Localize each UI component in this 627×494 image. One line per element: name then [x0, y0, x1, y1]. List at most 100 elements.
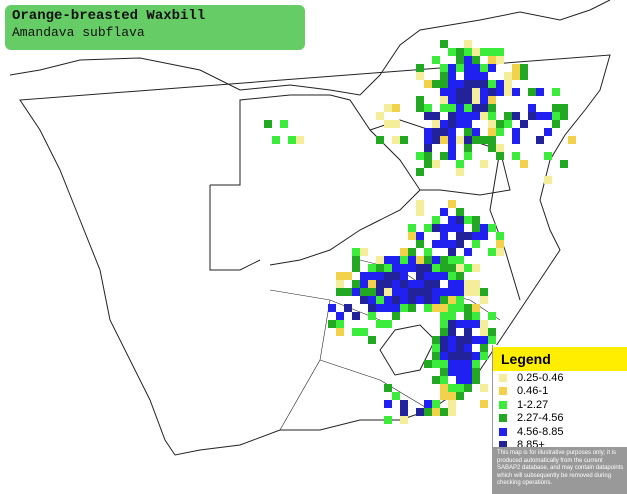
record-cell: [448, 224, 456, 232]
record-cell: [288, 136, 296, 144]
record-cell: [440, 368, 448, 376]
record-cell: [352, 328, 360, 336]
record-cell: [488, 120, 496, 128]
record-cell: [440, 256, 448, 264]
record-cell: [336, 280, 344, 288]
record-cell: [448, 104, 456, 112]
record-cell: [392, 312, 400, 320]
record-cell: [512, 112, 520, 120]
record-cell: [448, 112, 456, 120]
record-cell: [432, 376, 440, 384]
record-cell: [432, 160, 440, 168]
legend-label: 1-2.27: [517, 398, 549, 411]
record-cell: [448, 280, 456, 288]
record-cell: [472, 56, 480, 64]
record-cell: [440, 408, 448, 416]
record-cell: [464, 136, 472, 144]
record-cell: [560, 160, 568, 168]
record-cell: [456, 384, 464, 392]
record-cell: [456, 120, 464, 128]
record-cell: [440, 272, 448, 280]
record-cell: [408, 248, 416, 256]
record-cell: [520, 72, 528, 80]
record-cell: [528, 104, 536, 112]
record-cell: [520, 64, 528, 72]
record-cell: [552, 104, 560, 112]
record-cell: [368, 272, 376, 280]
record-cell: [432, 272, 440, 280]
record-cell: [552, 112, 560, 120]
record-cell: [424, 288, 432, 296]
record-cell: [448, 64, 456, 72]
record-cell: [472, 112, 480, 120]
record-cell: [448, 248, 456, 256]
record-cell: [440, 376, 448, 384]
record-cell: [448, 296, 456, 304]
record-cell: [448, 216, 456, 224]
record-cell: [344, 304, 352, 312]
record-cell: [456, 352, 464, 360]
record-cell: [352, 312, 360, 320]
record-cell: [416, 288, 424, 296]
record-cell: [440, 264, 448, 272]
record-cell: [488, 80, 496, 88]
record-cell: [376, 320, 384, 328]
record-cell: [456, 56, 464, 64]
record-cell: [496, 48, 504, 56]
legend-label: 0.46-1: [517, 385, 549, 398]
record-cell: [440, 352, 448, 360]
record-cell: [392, 296, 400, 304]
record-cell: [424, 256, 432, 264]
subtitle: Amandava subflava: [12, 25, 145, 40]
record-cell: [416, 296, 424, 304]
record-cell: [464, 88, 472, 96]
record-cell: [440, 88, 448, 96]
record-cell: [544, 128, 552, 136]
record-cell: [440, 384, 448, 392]
record-cell: [432, 344, 440, 352]
record-cell: [464, 344, 472, 352]
legend-item: 1-2.27: [493, 398, 627, 412]
record-cell: [392, 280, 400, 288]
legend-swatch: [499, 373, 507, 382]
record-cell: [464, 144, 472, 152]
record-cell: [496, 88, 504, 96]
record-cell: [408, 288, 416, 296]
record-cell: [392, 392, 400, 400]
record-cell: [432, 264, 440, 272]
record-cell: [440, 328, 448, 336]
record-cell: [448, 152, 456, 160]
record-cell: [424, 104, 432, 112]
record-cell: [376, 304, 384, 312]
record-cell: [408, 224, 416, 232]
record-cell: [448, 368, 456, 376]
record-cell: [384, 272, 392, 280]
record-cell: [488, 104, 496, 112]
record-cell: [432, 288, 440, 296]
record-cell: [456, 160, 464, 168]
record-cell: [424, 296, 432, 304]
record-cell: [512, 64, 520, 72]
record-cell: [464, 264, 472, 272]
legend: Legend 0.25-0.46 0.46-1 1-2.27 2.27-4.56 4.5…: [492, 345, 627, 494]
border-botswana: [269, 94, 421, 266]
record-cell: [280, 120, 288, 128]
record-cell: [560, 104, 568, 112]
record-cell: [416, 280, 424, 288]
record-cell: [392, 264, 400, 272]
record-cell: [488, 224, 496, 232]
record-cell: [464, 152, 472, 160]
record-cell: [432, 336, 440, 344]
record-cell: [424, 112, 432, 120]
record-cell: [464, 360, 472, 368]
record-cell: [472, 216, 480, 224]
record-cell: [376, 296, 384, 304]
record-cell: [464, 288, 472, 296]
record-cell: [456, 272, 464, 280]
record-cell: [448, 256, 456, 264]
record-cell: [544, 176, 552, 184]
record-cell: [392, 288, 400, 296]
record-cell: [552, 120, 560, 128]
record-cell: [488, 328, 496, 336]
